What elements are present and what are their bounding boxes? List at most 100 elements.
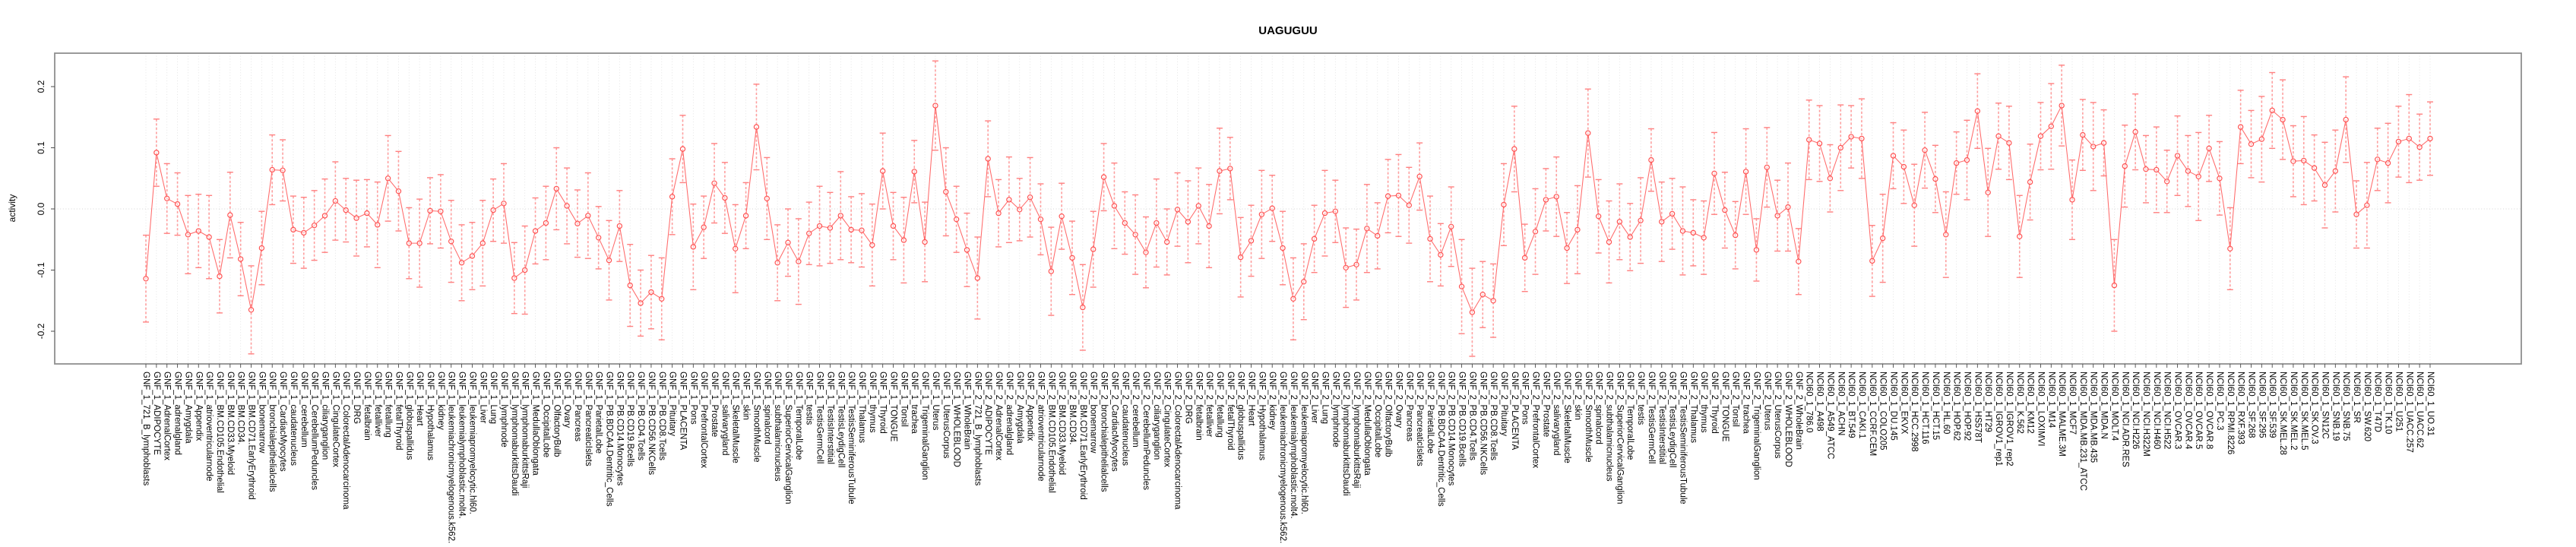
x-tick-label: GNF_2_SuperiorCervicalGanglion xyxy=(1615,372,1624,504)
x-tick-label: NCI60_1_MOLT.4 xyxy=(2109,372,2119,441)
data-point xyxy=(469,253,476,259)
x-tick-label: NCI60_1_SK.MEL.28 xyxy=(2278,372,2287,455)
data-point xyxy=(742,213,749,219)
data-point xyxy=(1638,217,1644,223)
x-tick-label: NCI60_1_OVCAR.4 xyxy=(2183,372,2192,450)
x-tick-label: GNF_2_salivarygland xyxy=(1552,372,1561,456)
x-tick-label: GNF_1_lymphomaburkittsRaji xyxy=(521,372,530,488)
data-point xyxy=(1237,254,1244,261)
x-tick-label: GNF_1_Ovary xyxy=(562,372,571,428)
data-point xyxy=(1964,157,1970,163)
x-tick-label: GNF_2_TestisLeydigCell xyxy=(1668,372,1677,468)
x-tick-label: NCI60_1_786.0 xyxy=(1805,372,1814,433)
y-tick-label: 0.2 xyxy=(36,80,46,93)
x-tick-label: GNF_1_fetalThyroid xyxy=(394,372,403,451)
x-tick-label: GNF_1_Thyroid xyxy=(878,372,888,434)
x-tick-label: NCI60_1_SR xyxy=(2352,372,2361,423)
x-tick-label: GNF_2_WHOLEBLOOD xyxy=(1783,372,1793,467)
x-tick-label: GNF_2_MedullaOblongata xyxy=(1362,372,1372,476)
data-point xyxy=(248,307,255,313)
x-tick-label: GNF_2_Pons xyxy=(1521,372,1530,425)
x-tick-label: GNF_1_skin xyxy=(742,372,751,420)
x-tick-label: NCI60_1_COLO205 xyxy=(1878,372,1888,451)
x-tick-label: GNF_1_TestisGermCell xyxy=(815,372,824,463)
x-tick-label: NCI60_1_MALME.3M xyxy=(2057,372,2066,457)
data-point xyxy=(448,239,454,245)
data-point xyxy=(890,223,897,229)
data-point xyxy=(701,224,707,230)
data-point xyxy=(1827,175,1834,182)
x-tick-label: GNF_1_PB.CD14.Monocytes xyxy=(615,372,624,485)
data-point xyxy=(564,203,570,209)
data-point xyxy=(911,169,917,175)
x-tick-label: NCI60_1_SW.620 xyxy=(2362,372,2372,441)
x-tick-label: GNF_1_ParietalLobe xyxy=(594,372,603,454)
x-tick-label: GNF_2_TestisSeminiferousTubule xyxy=(1678,372,1687,504)
x-tick-label: GNF_2_721_B_lymphoblasts xyxy=(973,372,982,485)
data-point xyxy=(1217,168,1223,174)
data-point xyxy=(2006,140,2012,146)
x-tick-label: NCI60_1_K.562 xyxy=(2015,372,2024,434)
x-tick-label: GNF_1_SuperiorCervicalGanglion xyxy=(783,372,793,504)
x-tick-label: NCI60_1_KM12 xyxy=(2026,372,2035,434)
x-tick-label: GNF_1_ciliaryganglion xyxy=(320,372,329,460)
data-point xyxy=(837,213,843,219)
data-point xyxy=(1280,245,1286,251)
x-tick-label: GNF_2_BM.CD34. xyxy=(1068,372,1077,445)
data-point xyxy=(616,223,623,229)
x-tick-label: GNF_1_fetallung xyxy=(384,372,393,438)
data-point xyxy=(1195,203,1201,209)
data-point xyxy=(1806,137,1812,143)
x-tick-label: NCI60_1_BT.549 xyxy=(1847,372,1856,438)
data-point xyxy=(1227,166,1233,172)
data-point xyxy=(1501,201,1507,208)
x-tick-label: GNF_2_skin xyxy=(1573,372,1582,420)
data-point xyxy=(1511,146,1517,152)
data-point xyxy=(2311,165,2318,171)
x-tick-label: NCI60_1_MCF7 xyxy=(2068,372,2077,435)
x-tick-label: GNF_1_lymphomaburkittsDaudi xyxy=(510,372,519,496)
data-point xyxy=(458,260,465,266)
data-point xyxy=(164,195,170,201)
x-tick-label: NCI60_1_HT29 xyxy=(1983,372,1992,432)
data-point xyxy=(1132,232,1138,238)
data-point xyxy=(2375,157,2381,163)
data-point xyxy=(932,103,938,109)
data-point xyxy=(1100,174,1107,180)
x-tick-label: NCI60_1_NCI.H522 xyxy=(2163,372,2172,449)
data-point xyxy=(1290,296,1296,302)
x-tick-label: NCI60_1_HCC.2998 xyxy=(1910,372,1919,451)
data-point xyxy=(1006,197,1012,203)
x-tick-label: NCI60_1_HOP.92 xyxy=(1962,372,1971,441)
x-tick-label: GNF_1_lymphnode xyxy=(499,372,508,447)
x-tick-label: GNF_2_Pancreas xyxy=(1404,372,1413,441)
x-tick-label: GNF_2_TONGUE xyxy=(1720,372,1729,442)
data-point xyxy=(1585,130,1591,136)
data-point xyxy=(1627,234,1633,240)
data-point xyxy=(1922,147,1928,153)
x-tick-label: GNF_1_testis xyxy=(805,372,814,425)
data-point xyxy=(2290,158,2296,164)
x-tick-label: GNF_2_caudatenucleus xyxy=(1120,372,1129,466)
x-tick-label: GNF_2_fetalThyroid xyxy=(1226,372,1235,451)
x-tick-label: GNF_1_UterusCorpus xyxy=(941,372,951,459)
x-tick-label: NCI60_1_SF.539 xyxy=(2267,372,2277,438)
x-tick-label: GNF_2_SmoothMuscle xyxy=(1584,372,1593,463)
x-tick-label: GNF_2_PB.CD14.Monocytes xyxy=(1447,372,1456,485)
x-tick-label: NCI60_1_HL.60 xyxy=(1941,372,1951,434)
x-tick-label: NCI60_1_HCT.15 xyxy=(1931,372,1940,440)
data-point xyxy=(2217,175,2223,182)
data-point xyxy=(1037,217,1044,223)
x-tick-label: GNF_1_Thalamus xyxy=(857,372,866,443)
data-point xyxy=(627,282,633,289)
x-tick-label: NCI60_1_SK.OV.3 xyxy=(2310,372,2319,444)
x-tick-label: GNF_1_cerebellum xyxy=(299,372,309,447)
data-point xyxy=(1174,207,1181,213)
data-point xyxy=(1448,223,1454,229)
x-tick-label: GNF_2_PB.CD8.Tcells xyxy=(1489,372,1498,460)
data-point xyxy=(1301,279,1307,285)
data-point xyxy=(2048,123,2054,129)
data-point xyxy=(2080,131,2086,138)
x-tick-label: NCI60_1_HS578T xyxy=(1973,372,1982,443)
